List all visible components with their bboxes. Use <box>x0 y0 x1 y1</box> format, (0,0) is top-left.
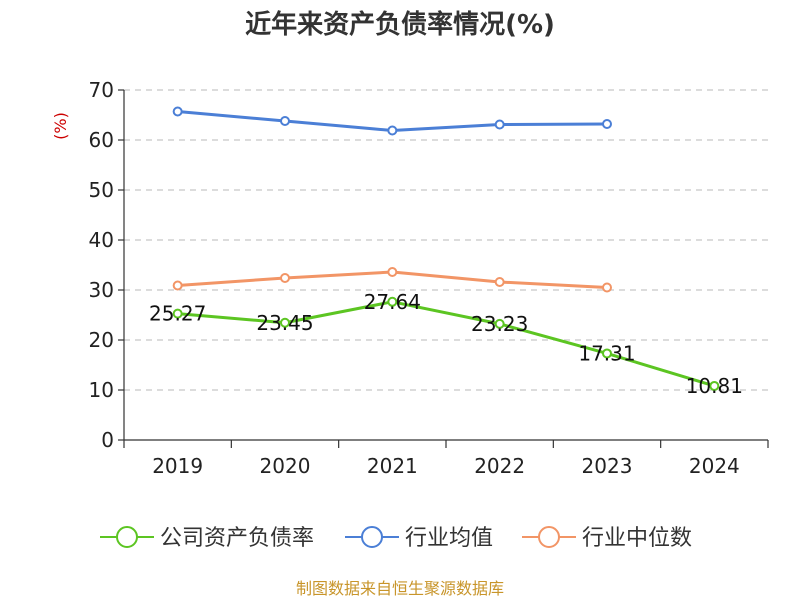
data-label: 10.81 <box>686 374 743 398</box>
data-point <box>494 119 505 130</box>
data-point <box>280 273 290 283</box>
y-tick-label: 10 <box>89 378 114 402</box>
data-point <box>387 125 398 136</box>
legend-marker <box>361 526 383 548</box>
y-tick-labels: 0 10 20 30 40 50 60 70 <box>89 78 114 452</box>
legend-label: 行业中位数 <box>582 526 692 551</box>
x-tick-labels: 2019 2020 2021 2022 2023 2024 <box>152 454 740 478</box>
data-point <box>172 280 183 291</box>
y-axis-unit: (%) <box>51 112 70 140</box>
x-tick-label: 2024 <box>689 454 740 478</box>
chart-title: 近年来资产负债率情况(%) <box>245 9 555 40</box>
data-point <box>602 282 612 293</box>
y-tick-label: 0 <box>101 428 114 452</box>
legend-label: 行业均值 <box>405 526 493 551</box>
data-point <box>172 106 183 117</box>
legend-label: 公司资产负债率 <box>160 526 314 551</box>
gridlines <box>124 89 768 391</box>
legend-marker <box>116 526 138 548</box>
data-point <box>387 267 398 277</box>
y-tick-label: 30 <box>89 278 114 302</box>
y-tick-label: 20 <box>89 328 114 352</box>
y-tick-label: 60 <box>89 128 114 152</box>
data-point <box>709 380 720 391</box>
data-labels: 25.27 23.45 27.64 23.23 17.31 10.81 <box>149 290 743 398</box>
data-point <box>387 296 398 307</box>
x-tick-label: 2023 <box>582 454 633 478</box>
data-point <box>494 318 505 329</box>
y-tick-label: 50 <box>89 178 114 202</box>
x-tick-label: 2019 <box>152 454 203 478</box>
data-point <box>172 308 183 319</box>
data-point <box>602 119 612 129</box>
source-note: 制图数据来自恒生聚源数据库 <box>296 579 504 598</box>
x-tick-label: 2022 <box>474 454 525 478</box>
data-point <box>602 348 612 359</box>
legend: 公司资产负债率 行业均值 行业中位数 <box>100 526 692 551</box>
legend-marker <box>538 526 560 548</box>
data-point <box>494 277 505 287</box>
data-label: 25.27 <box>149 302 206 326</box>
series-group <box>172 106 720 391</box>
x-tick-label: 2021 <box>367 454 418 478</box>
axes <box>118 89 769 448</box>
series-line <box>177 300 715 388</box>
data-point <box>280 317 290 328</box>
data-label: 27.64 <box>364 290 421 314</box>
data-label: 17.31 <box>578 341 635 365</box>
x-tick-label: 2020 <box>260 454 311 478</box>
y-tick-label: 70 <box>89 78 114 102</box>
data-label: 23.45 <box>256 311 313 335</box>
data-point <box>280 116 290 126</box>
y-tick-label: 40 <box>89 228 114 252</box>
data-label: 23.23 <box>471 312 528 336</box>
